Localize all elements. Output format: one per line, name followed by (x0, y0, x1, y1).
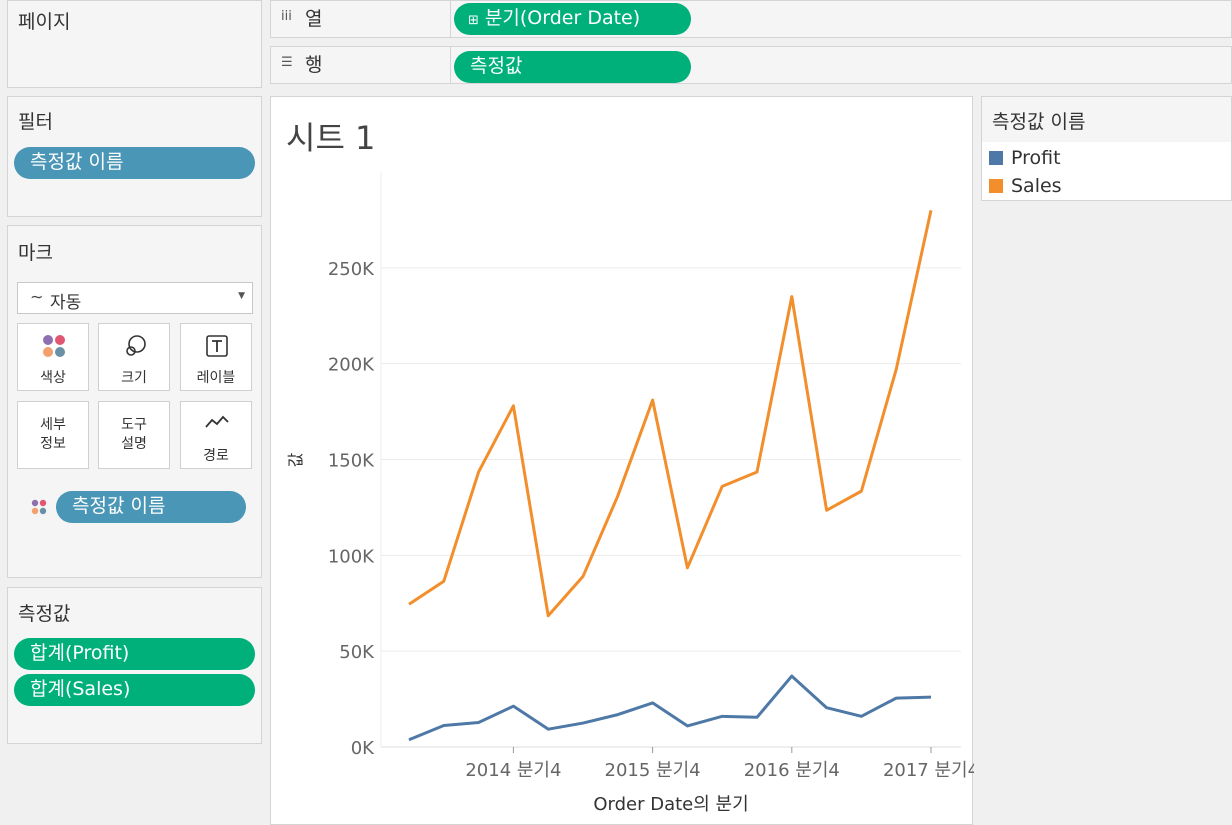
x-tick-label: 2014 분기4 (465, 760, 561, 781)
mark-color-button[interactable]: 색상 (17, 323, 89, 391)
sheet-title: 시트 1 (286, 119, 376, 157)
columns-shelf-title: 열 (305, 8, 323, 30)
y-axis-title: 값 (286, 452, 305, 467)
filter-pill-measure-names[interactable]: 측정값 이름 (14, 147, 255, 179)
mark-type-label: 자동 (50, 293, 82, 313)
mark-label-button[interactable]: 레이블 (180, 323, 252, 391)
measure-values-card: 측정값 합계(Profit) 합계(Sales) (7, 587, 262, 744)
columns-pill-quarter-order-date[interactable]: ⊞ 분기(Order Date) (454, 3, 691, 35)
x-tick-label: 2017 분기4 (883, 760, 974, 781)
mark-tooltip-label-line1: 도구 (121, 417, 147, 433)
chevron-down-icon: ▼ (238, 291, 245, 301)
mark-path-label: 경로 (203, 448, 229, 464)
mark-detail-label-line1: 세부 (40, 417, 66, 433)
legend-label-sales: Sales (1011, 175, 1062, 197)
x-tick-label: 2015 분기4 (605, 760, 701, 781)
size-icon (126, 335, 146, 356)
filters-card: 필터 측정값 이름 (7, 96, 262, 217)
marks-color-pill-measure-names[interactable]: 측정값 이름 (56, 491, 246, 523)
pages-card-title: 페이지 (18, 11, 71, 33)
measure-values-card-title: 측정값 (18, 603, 71, 625)
rows-pill-measure-values[interactable]: 측정값 (454, 51, 691, 83)
filters-card-title: 필터 (18, 111, 53, 133)
rows-shelf-label: ☰ 행 (271, 47, 451, 83)
columns-shelf[interactable]: iii 열 ⊞ 분기(Order Date) (270, 0, 1232, 38)
mark-detail-label-line2: 정보 (40, 436, 66, 452)
series-line-sales (408, 210, 933, 618)
mark-size-button[interactable]: 크기 (98, 323, 170, 391)
y-tick-label: 150K (328, 451, 375, 472)
legend-swatch-sales (989, 179, 1003, 193)
color-field-icon (31, 499, 47, 515)
columns-pill-label: 분기(Order Date) (484, 7, 641, 29)
series-line-profit (408, 674, 932, 742)
mark-tooltip-button[interactable]: 도구 설명 (98, 401, 170, 469)
y-tick-label: 100K (328, 546, 375, 567)
expand-plus-icon: ⊞ (468, 13, 479, 28)
mark-color-label: 색상 (40, 370, 66, 386)
mark-tooltip-label-line2: 설명 (121, 436, 147, 452)
marks-card-title: 마크 (18, 242, 53, 264)
legend-item-sales[interactable]: Sales (989, 175, 1219, 199)
x-tick-label: 2016 분기4 (744, 760, 840, 781)
y-tick-label: 250K (328, 259, 375, 280)
color-legend: 측정값 이름 Profit Sales (981, 96, 1232, 201)
y-tick-label: 50K (339, 642, 375, 663)
rows-icon: ☰ (281, 55, 293, 70)
columns-shelf-label: iii 열 (271, 1, 451, 37)
rows-shelf[interactable]: ☰ 행 측정값 (270, 46, 1232, 84)
mark-label-label: 레이블 (196, 370, 236, 386)
mark-detail-button[interactable]: 세부 정보 (17, 401, 89, 469)
marks-card: 마크 ∼ 자동 ▼ 색상 크기 레이블 세부 정보 도구 설명 (7, 225, 262, 578)
mark-path-button[interactable]: 경로 (180, 401, 252, 469)
y-tick-label: 0K (351, 738, 375, 759)
measure-pill-sales[interactable]: 합계(Sales) (14, 674, 255, 706)
legend-label-profit: Profit (1011, 147, 1061, 169)
worksheet-view: 시트 1 0K 50K 100K 150K 200K 250K 2014 분기4 2015 분… (270, 96, 974, 825)
mark-type-dropdown[interactable]: ∼ 자동 ▼ (17, 282, 253, 314)
line-chart[interactable]: 0K 50K 100K 150K 200K 250K 2014 분기4 2015 분기4 201… (271, 97, 974, 825)
color-icon (43, 335, 65, 357)
legend-swatch-profit (989, 151, 1003, 165)
y-tick-label: 200K (328, 355, 375, 376)
path-icon (205, 415, 229, 428)
mark-size-label: 크기 (121, 370, 147, 386)
label-icon (206, 335, 228, 357)
legend-title: 측정값 이름 (992, 111, 1086, 133)
pages-card: 페이지 (7, 0, 262, 88)
legend-item-profit[interactable]: Profit (989, 147, 1219, 171)
measure-pill-profit[interactable]: 합계(Profit) (14, 638, 255, 670)
line-mark-icon: ∼ (30, 287, 44, 306)
legend-header: 측정값 이름 (982, 97, 1231, 142)
x-axis-title: Order Date의 분기 (593, 794, 748, 815)
rows-shelf-title: 행 (305, 54, 323, 76)
columns-icon: iii (281, 9, 292, 24)
